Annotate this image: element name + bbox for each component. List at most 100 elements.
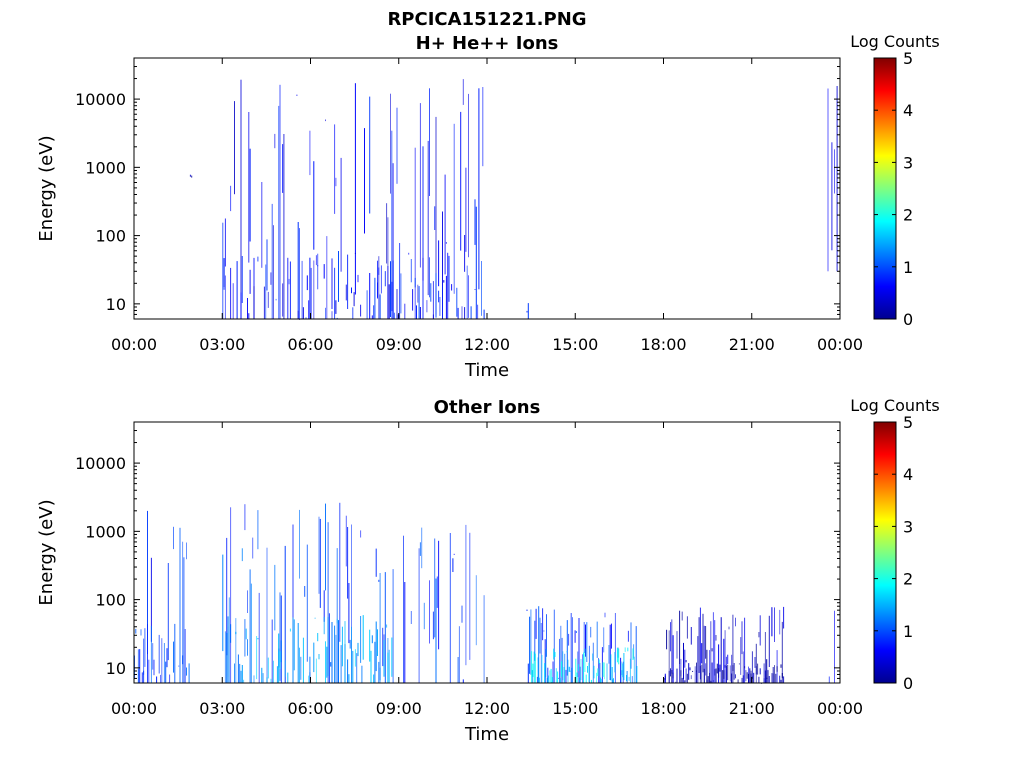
data-streak: [601, 647, 603, 683]
data-streak: [608, 645, 610, 664]
data-streak: [622, 663, 624, 678]
data-streak: [452, 558, 454, 572]
data-streak: [735, 674, 736, 679]
data-streak: [282, 144, 284, 193]
data-streak: [709, 650, 710, 683]
data-streak: [276, 666, 278, 683]
data-streak: [561, 661, 562, 677]
data-streak: [474, 199, 476, 245]
data-streak: [283, 134, 285, 319]
data-streak: [758, 632, 760, 638]
data-streak: [626, 671, 628, 683]
data-streak: [583, 652, 585, 683]
data-streak: [466, 265, 468, 319]
data-streak: [550, 668, 552, 683]
data-streak: [635, 626, 637, 683]
data-streak: [370, 650, 372, 683]
data-streak: [351, 626, 352, 683]
data-streak: [306, 544, 308, 662]
data-streak: [579, 677, 581, 683]
data-streak: [636, 666, 638, 683]
data-streak: [369, 96, 371, 214]
data-streak: [534, 620, 536, 661]
data-streak: [744, 666, 746, 669]
data-streak: [248, 112, 250, 263]
data-streak: [554, 652, 556, 657]
data-streak: [685, 660, 687, 663]
data-streak: [270, 272, 272, 285]
spectrogram-data: [189, 79, 838, 320]
data-streak: [348, 583, 350, 644]
data-streak: [553, 648, 555, 660]
data-streak: [557, 671, 559, 683]
data-streak: [319, 518, 321, 608]
data-streak: [137, 649, 139, 683]
plot-area: [134, 422, 840, 683]
data-streak: [675, 681, 677, 683]
y-tick-label: 100: [95, 227, 126, 246]
data-streak: [410, 259, 412, 283]
data-streak: [325, 641, 326, 683]
data-streak: [173, 641, 174, 673]
data-streak: [273, 660, 274, 683]
data-streak: [438, 540, 440, 650]
data-streak: [266, 547, 268, 683]
data-streak: [483, 595, 485, 683]
data-streak: [266, 239, 268, 291]
data-streak: [481, 261, 482, 316]
data-streak: [230, 267, 232, 319]
data-streak: [587, 666, 588, 673]
data-streak: [404, 582, 406, 683]
data-streak: [252, 537, 254, 559]
data-streak: [258, 592, 260, 683]
data-streak: [284, 660, 286, 677]
data-streak: [575, 658, 577, 683]
data-streak: [386, 624, 388, 628]
data-streak: [707, 676, 709, 683]
data-streak: [703, 668, 705, 683]
data-streak: [236, 261, 238, 319]
data-streak: [249, 569, 251, 683]
x-tick-label: 03:00: [199, 335, 245, 354]
data-streak: [668, 670, 670, 683]
data-streak: [240, 292, 242, 319]
data-streak: [629, 658, 631, 683]
data-streak: [308, 675, 310, 683]
data-streak: [435, 116, 437, 315]
data-streak: [772, 673, 774, 683]
data-streak: [261, 667, 263, 683]
data-streak: [241, 548, 243, 562]
data-streak: [606, 663, 608, 683]
data-streak: [436, 576, 438, 608]
data-streak: [549, 670, 551, 683]
data-streak: [360, 616, 362, 663]
x-tick-label: 00:00: [111, 335, 157, 354]
data-streak: [445, 242, 447, 244]
data-streak: [724, 630, 726, 683]
data-streak: [328, 613, 330, 683]
data-streak: [725, 666, 727, 683]
data-streak: [341, 626, 343, 667]
data-streak: [336, 618, 338, 624]
data-streak: [727, 664, 729, 681]
x-tick-label: 12:00: [464, 335, 510, 354]
data-streak: [555, 668, 557, 683]
data-streak: [297, 310, 299, 319]
data-streak: [248, 313, 250, 319]
data-streak: [683, 642, 684, 680]
data-streak: [230, 624, 232, 643]
data-streak: [764, 632, 766, 683]
data-streak: [339, 502, 341, 642]
data-streak: [755, 666, 757, 683]
data-streak: [690, 627, 692, 645]
data-streak: [391, 130, 393, 319]
data-streak: [768, 615, 770, 667]
data-streak: [353, 292, 355, 307]
data-streak: [340, 157, 342, 272]
data-streak: [224, 631, 226, 683]
data-streak: [247, 590, 248, 613]
data-streak: [567, 659, 569, 682]
data-streak: [430, 283, 432, 302]
data-streak: [627, 647, 629, 652]
data-streak: [477, 304, 479, 319]
